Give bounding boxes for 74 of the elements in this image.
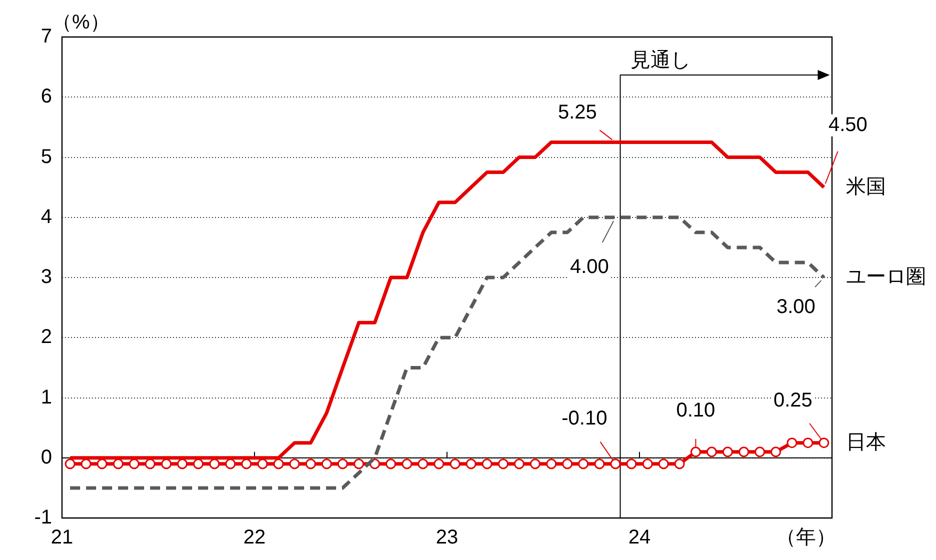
- point: [818, 438, 830, 448]
- point: [498, 458, 508, 470]
- x-tick-label: 21: [50, 526, 74, 549]
- point: [64, 458, 76, 470]
- point: [466, 458, 476, 470]
- point: [802, 438, 814, 448]
- point: [161, 458, 172, 470]
- x-tick-label: 22: [243, 526, 266, 549]
- point: [578, 458, 589, 470]
- point: [225, 458, 236, 470]
- point: [128, 458, 140, 470]
- point: [112, 458, 124, 470]
- y-tick-label: -1: [34, 506, 52, 529]
- point: [706, 446, 717, 458]
- point: [305, 458, 316, 470]
- legend-label: ユーロ圏: [846, 266, 926, 288]
- point: [354, 458, 364, 470]
- point: [96, 458, 108, 470]
- point: [626, 458, 637, 470]
- y-axis-title: （%）: [52, 12, 110, 34]
- x-axis-title: （年）: [776, 526, 836, 549]
- point: [418, 458, 428, 470]
- point: [690, 446, 701, 458]
- point: [642, 458, 653, 470]
- point: [610, 458, 621, 470]
- point: [80, 458, 92, 470]
- point: [514, 458, 524, 470]
- point: [562, 458, 573, 470]
- annotation: 0.25: [773, 389, 812, 412]
- point: [434, 458, 444, 470]
- point: [738, 446, 750, 458]
- annotation: -0.10: [562, 407, 608, 430]
- point: [546, 458, 557, 470]
- point: [754, 446, 766, 458]
- point: [257, 458, 268, 470]
- point: [144, 458, 156, 470]
- point: [386, 458, 396, 470]
- y-tick-label: 5: [40, 146, 52, 168]
- y-tick-label: 4: [40, 206, 52, 228]
- annotation: 5.25: [558, 102, 597, 124]
- annotation: 4.00: [570, 256, 609, 278]
- point: [337, 458, 348, 470]
- series-label: 米国: [846, 176, 886, 198]
- y-tick-label: 0: [40, 446, 52, 468]
- point: [786, 438, 798, 448]
- point: [450, 458, 460, 470]
- point: [482, 458, 492, 470]
- point: [193, 458, 204, 470]
- line-series: [68, 216, 826, 490]
- annotation: 0.10: [676, 399, 716, 422]
- point: [177, 458, 188, 470]
- point: [674, 458, 685, 470]
- point: [321, 458, 332, 470]
- point: [241, 458, 252, 470]
- annotation: 3.00: [776, 296, 816, 318]
- y-tick-label: 7: [40, 26, 52, 48]
- point: [530, 458, 540, 470]
- annotation: 4.50: [828, 114, 868, 136]
- point: [273, 458, 284, 470]
- point: [289, 458, 300, 470]
- point: [402, 458, 412, 470]
- point: [594, 458, 605, 470]
- y-tick-label: 3: [40, 266, 52, 288]
- point: [770, 446, 782, 458]
- point: [209, 458, 220, 470]
- ref-line-label: 見通し: [630, 50, 690, 72]
- y-tick-label: 6: [40, 86, 52, 108]
- x-tick-label: 23: [436, 526, 458, 549]
- point: [722, 446, 733, 458]
- y-tick-label: 1: [40, 386, 52, 408]
- legend-label: 日本: [846, 431, 886, 454]
- point: [658, 458, 669, 470]
- x-tick-label: 24: [628, 526, 651, 549]
- y-tick-label: 2: [40, 326, 52, 348]
